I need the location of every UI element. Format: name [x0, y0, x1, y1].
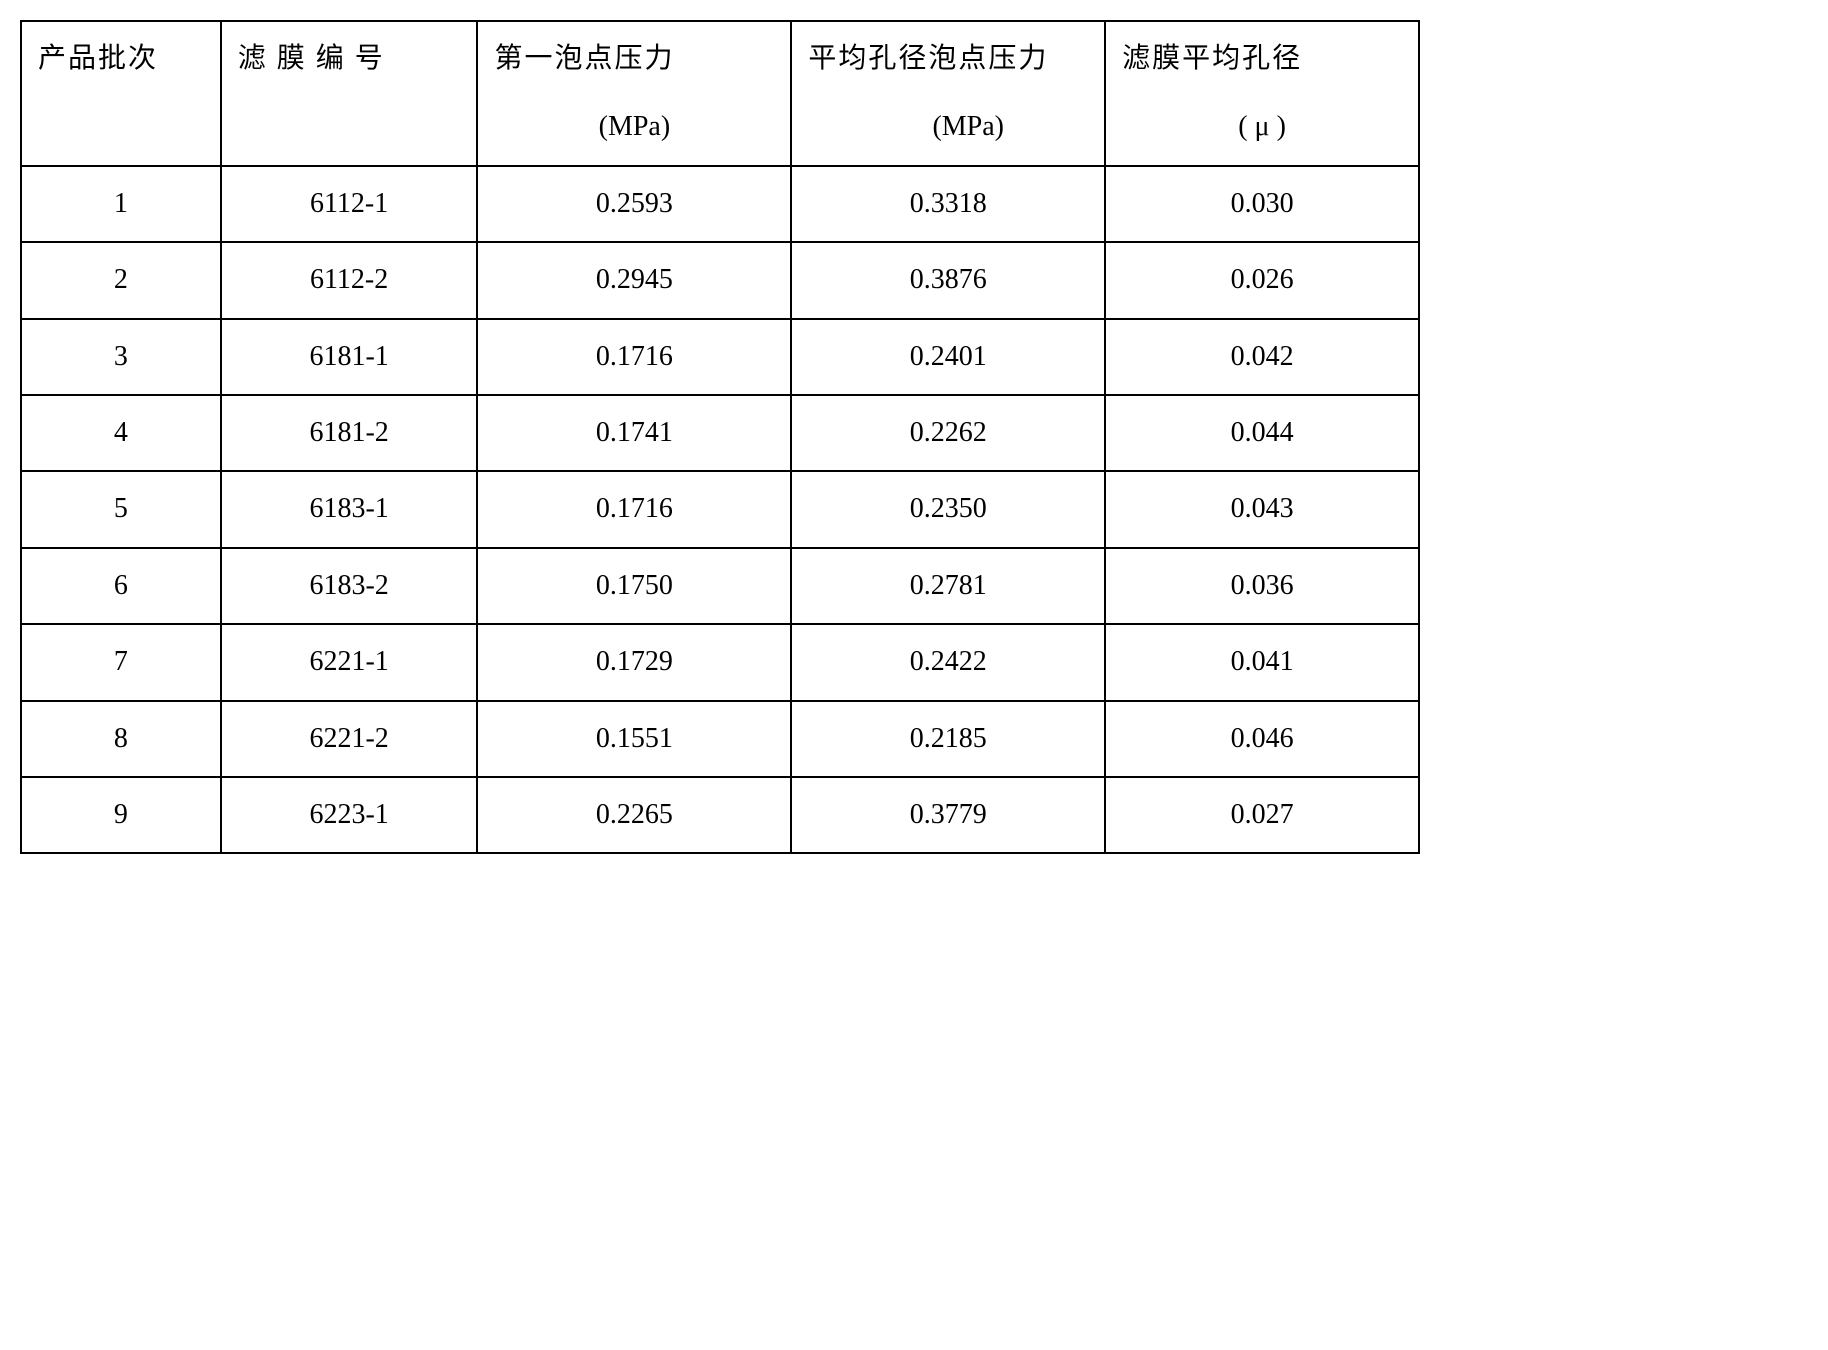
table-cell: 0.3318 — [791, 166, 1105, 242]
table-cell: 6221-2 — [221, 701, 478, 777]
table-cell: 0.1729 — [477, 624, 791, 700]
table-cell: 0.042 — [1105, 319, 1419, 395]
column-header-membrane-id: 滤 膜 编 号 — [221, 21, 478, 166]
membrane-data-table: 产品批次 滤 膜 编 号 第一泡点压力 (MPa) 平均孔径泡点压力 (MPa)… — [20, 20, 1420, 854]
table-cell: 6221-1 — [221, 624, 478, 700]
header-unit: ( μ ) — [1122, 102, 1402, 152]
table-cell: 0.1551 — [477, 701, 791, 777]
table-cell: 7 — [21, 624, 221, 700]
table-row: 86221-20.15510.21850.046 — [21, 701, 1419, 777]
table-cell: 0.030 — [1105, 166, 1419, 242]
table-row: 36181-10.17160.24010.042 — [21, 319, 1419, 395]
table-cell: 0.041 — [1105, 624, 1419, 700]
table-cell: 5 — [21, 471, 221, 547]
table-cell: 4 — [21, 395, 221, 471]
table-row: 16112-10.25930.33180.030 — [21, 166, 1419, 242]
header-main: 平均孔径泡点压力 — [808, 34, 1088, 84]
table-cell: 0.046 — [1105, 701, 1419, 777]
table-cell: 0.3876 — [791, 242, 1105, 318]
table-cell: 0.2593 — [477, 166, 791, 242]
table-cell: 0.026 — [1105, 242, 1419, 318]
table-row: 96223-10.22650.37790.027 — [21, 777, 1419, 853]
table-cell: 0.2945 — [477, 242, 791, 318]
table-cell: 6183-2 — [221, 548, 478, 624]
table-cell: 0.2422 — [791, 624, 1105, 700]
table-cell: 9 — [21, 777, 221, 853]
table-cell: 0.1716 — [477, 471, 791, 547]
header-unit: (MPa) — [494, 102, 774, 152]
table-cell: 6223-1 — [221, 777, 478, 853]
table-cell: 2 — [21, 242, 221, 318]
table-cell: 0.036 — [1105, 548, 1419, 624]
header-unit: (MPa) — [808, 102, 1088, 152]
table-header-row: 产品批次 滤 膜 编 号 第一泡点压力 (MPa) 平均孔径泡点压力 (MPa)… — [21, 21, 1419, 166]
table-cell: 0.2350 — [791, 471, 1105, 547]
header-main: 滤膜平均孔径 — [1122, 34, 1402, 84]
column-header-first-bubble-pressure: 第一泡点压力 (MPa) — [477, 21, 791, 166]
table-cell: 3 — [21, 319, 221, 395]
column-header-batch: 产品批次 — [21, 21, 221, 166]
table-cell: 8 — [21, 701, 221, 777]
table-row: 26112-20.29450.38760.026 — [21, 242, 1419, 318]
table-row: 46181-20.17410.22620.044 — [21, 395, 1419, 471]
table-cell: 0.027 — [1105, 777, 1419, 853]
column-header-avg-pore-bubble-pressure: 平均孔径泡点压力 (MPa) — [791, 21, 1105, 166]
table-cell: 0.1716 — [477, 319, 791, 395]
table-cell: 6 — [21, 548, 221, 624]
table-row: 76221-10.17290.24220.041 — [21, 624, 1419, 700]
table-cell: 6112-1 — [221, 166, 478, 242]
header-main: 滤 膜 编 号 — [238, 34, 461, 84]
table-cell: 0.2781 — [791, 548, 1105, 624]
table-cell: 6181-1 — [221, 319, 478, 395]
table-cell: 0.2185 — [791, 701, 1105, 777]
header-main: 第一泡点压力 — [494, 34, 774, 84]
column-header-avg-pore-size: 滤膜平均孔径 ( μ ) — [1105, 21, 1419, 166]
table-cell: 0.2401 — [791, 319, 1105, 395]
table-cell: 6181-2 — [221, 395, 478, 471]
table-cell: 0.1741 — [477, 395, 791, 471]
header-main: 产品批次 — [38, 34, 204, 84]
table-cell: 0.1750 — [477, 548, 791, 624]
table-cell: 0.2262 — [791, 395, 1105, 471]
table-cell: 6183-1 — [221, 471, 478, 547]
table-row: 66183-20.17500.27810.036 — [21, 548, 1419, 624]
table-cell: 0.3779 — [791, 777, 1105, 853]
table-cell: 1 — [21, 166, 221, 242]
table-cell: 0.044 — [1105, 395, 1419, 471]
table-cell: 6112-2 — [221, 242, 478, 318]
table-body: 16112-10.25930.33180.03026112-20.29450.3… — [21, 166, 1419, 854]
table-cell: 0.2265 — [477, 777, 791, 853]
table-cell: 0.043 — [1105, 471, 1419, 547]
table-row: 56183-10.17160.23500.043 — [21, 471, 1419, 547]
